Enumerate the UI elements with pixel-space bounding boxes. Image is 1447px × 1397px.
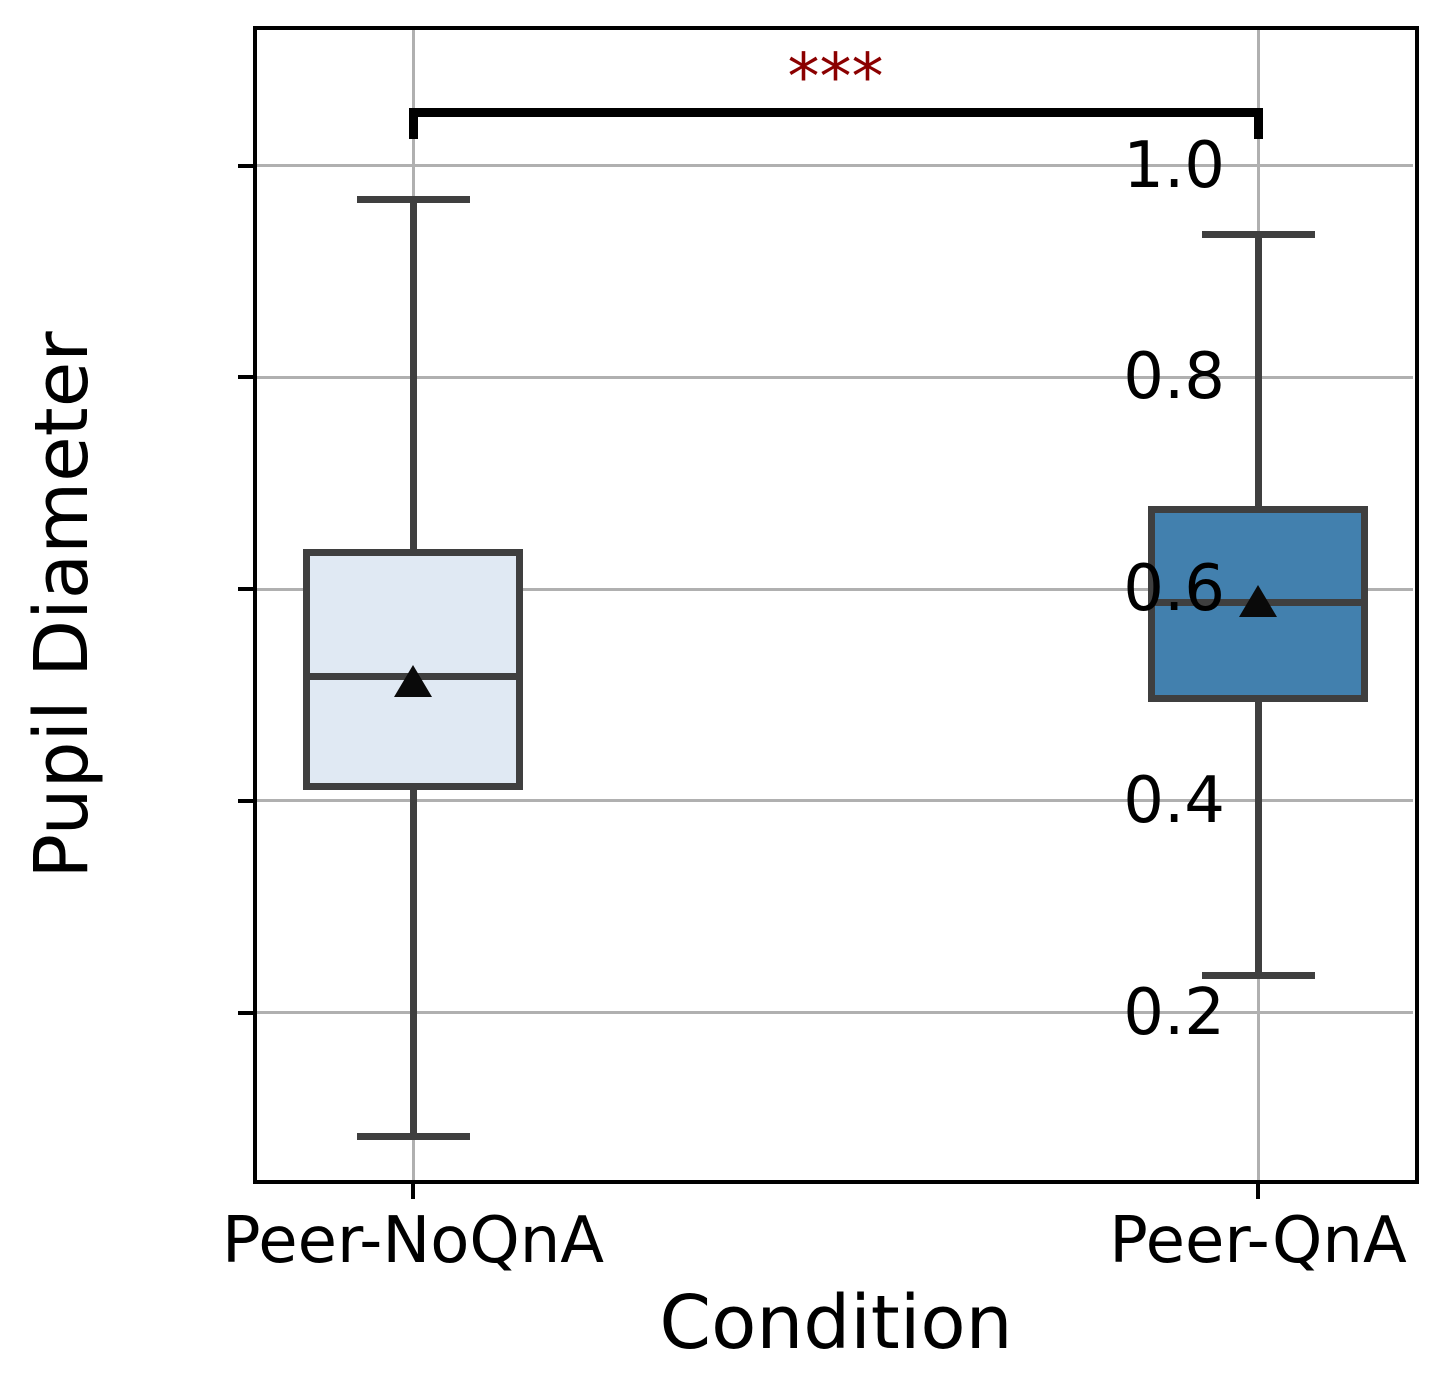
significance-end-tick — [1253, 108, 1263, 140]
x-tick-label-peer-noqna: Peer-NoQnA — [221, 1204, 605, 1278]
x-tick-mark — [1256, 1184, 1260, 1199]
mean-marker — [1239, 584, 1277, 617]
gridline-horizontal — [257, 587, 1413, 591]
y-tick-label: 0.6 — [1123, 552, 1225, 627]
x-tick-mark — [411, 1184, 415, 1199]
y-tick-mark — [238, 163, 253, 168]
significance-end-tick — [408, 108, 418, 140]
whisker-cap-top — [356, 196, 470, 203]
whisker-cap-bottom — [356, 1132, 470, 1140]
gridline-horizontal — [257, 164, 1413, 168]
significance-bar — [408, 108, 1263, 118]
y-axis-label: Pupil Diameter — [19, 331, 105, 879]
mean-marker — [394, 665, 432, 698]
y-tick-mark — [238, 1010, 253, 1015]
gridline-horizontal — [257, 375, 1413, 379]
gridline-horizontal — [257, 799, 1413, 803]
whisker-cap-top — [1201, 230, 1315, 238]
x-axis-label: Condition — [659, 1280, 1013, 1366]
y-tick-label: 1.0 — [1123, 128, 1225, 203]
y-tick-mark — [238, 798, 253, 803]
gridline-horizontal — [257, 1011, 1413, 1015]
x-tick-label-peer-qna: Peer-QnA — [1109, 1204, 1407, 1278]
y-tick-label: 0.8 — [1123, 340, 1225, 415]
y-tick-label: 0.4 — [1123, 763, 1225, 838]
y-tick-mark — [238, 587, 253, 592]
y-tick-mark — [238, 375, 253, 380]
whisker-cap-bottom — [1201, 972, 1315, 980]
y-tick-label: 0.2 — [1123, 975, 1225, 1050]
plot-frame — [253, 26, 1419, 1184]
significance-label: *** — [787, 40, 884, 115]
